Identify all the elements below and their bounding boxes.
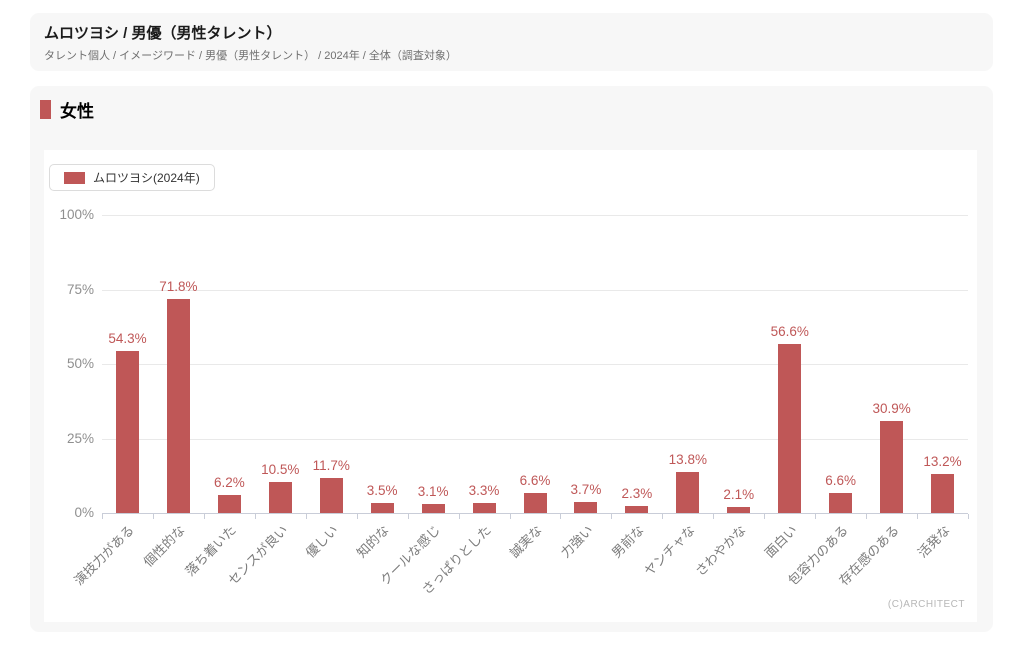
bar[interactable] bbox=[727, 506, 751, 513]
x-axis-category-label: 面白い bbox=[761, 522, 800, 561]
y-gridline bbox=[102, 364, 968, 365]
bar[interactable] bbox=[217, 494, 241, 513]
x-axis-tick bbox=[662, 514, 664, 519]
bar[interactable] bbox=[115, 351, 139, 513]
x-axis-category-label: 誠実な bbox=[506, 522, 545, 561]
x-axis-tick bbox=[815, 514, 817, 519]
x-axis-tick bbox=[866, 514, 868, 519]
section-bullet-icon bbox=[40, 100, 51, 119]
bar[interactable] bbox=[370, 502, 394, 513]
y-axis-tick-label: 75% bbox=[66, 281, 94, 297]
section-header: 女性 bbox=[40, 97, 94, 122]
y-axis-tick-label: 25% bbox=[66, 430, 94, 446]
bar-value-label: 6.6% bbox=[519, 473, 551, 489]
x-axis-tick bbox=[152, 514, 154, 519]
x-axis-category-label: ヤンチャな bbox=[641, 522, 698, 579]
bar[interactable] bbox=[319, 478, 343, 513]
y-gridline bbox=[102, 438, 968, 440]
x-axis-category-label: 知的な bbox=[353, 522, 393, 561]
bar-value-label: 3.1% bbox=[417, 483, 449, 499]
bar-value-label: 71.8% bbox=[159, 279, 198, 295]
bar-value-label: 13.2% bbox=[923, 453, 962, 469]
x-axis-tick bbox=[203, 514, 205, 519]
bar-value-label: 6.2% bbox=[213, 474, 245, 490]
bar-value-label: 30.9% bbox=[872, 400, 911, 416]
x-axis-category-label: 力強い bbox=[557, 522, 596, 561]
bar-value-label: 56.6% bbox=[770, 324, 809, 340]
y-axis-tick-label: 100% bbox=[59, 207, 94, 222]
page-header-card: ムロツヨシ / 男優（男性タレント） タレント個人 / イメージワード / 男優… bbox=[30, 13, 993, 71]
x-axis-category-label: 個性的な bbox=[140, 522, 189, 570]
x-axis-category-label: 男前な bbox=[608, 522, 647, 561]
x-axis-tick bbox=[560, 514, 562, 519]
bar[interactable] bbox=[676, 471, 700, 513]
x-axis-tick bbox=[509, 514, 511, 519]
bar[interactable] bbox=[166, 299, 190, 513]
x-axis-tick bbox=[968, 514, 969, 519]
bar-value-label: 10.5% bbox=[261, 461, 300, 477]
y-axis-tick-label: 50% bbox=[66, 356, 94, 371]
bar[interactable] bbox=[625, 506, 649, 513]
legend-item[interactable]: ムロツヨシ(2024年) bbox=[49, 164, 215, 191]
legend-label: ムロツヨシ(2024年) bbox=[93, 171, 200, 185]
bar[interactable] bbox=[778, 344, 802, 513]
x-axis-tick bbox=[458, 514, 460, 519]
x-axis-tick bbox=[407, 514, 409, 519]
bar-value-label: 2.1% bbox=[723, 486, 755, 502]
legend-swatch-icon bbox=[64, 171, 85, 184]
x-axis-category-label: 優しい bbox=[302, 522, 342, 561]
bar-value-label: 6.6% bbox=[825, 473, 857, 489]
breadcrumb: タレント個人 / イメージワード / 男優（男性タレント） / 2024年 / … bbox=[44, 50, 457, 62]
y-gridline bbox=[102, 215, 968, 216]
x-axis-category-label: 活発な bbox=[914, 522, 953, 561]
bar-value-label: 54.3% bbox=[108, 331, 147, 347]
bar-value-label: 11.7% bbox=[312, 458, 350, 474]
bar[interactable] bbox=[268, 481, 292, 513]
x-axis-tick bbox=[713, 514, 715, 519]
bar-value-label: 3.5% bbox=[366, 482, 398, 498]
bar-value-label: 2.3% bbox=[621, 486, 653, 502]
x-axis-tick bbox=[305, 514, 307, 519]
y-gridline bbox=[102, 289, 968, 291]
bar[interactable] bbox=[880, 420, 904, 513]
x-axis-category-label: 演技力がある bbox=[71, 522, 138, 589]
x-axis-tick bbox=[102, 514, 103, 519]
bar[interactable] bbox=[421, 503, 445, 513]
bar[interactable] bbox=[574, 501, 598, 513]
bar[interactable] bbox=[829, 493, 853, 513]
copyright-note: (C)ARCHITECT bbox=[887, 599, 965, 610]
bar[interactable] bbox=[472, 503, 496, 513]
bar-value-label: 13.8% bbox=[668, 451, 707, 467]
page-title: ムロツヨシ / 男優（男性タレント） bbox=[44, 25, 282, 42]
y-axis-tick-label: 0% bbox=[74, 505, 94, 520]
chart-panel: 100% 75% 50% 25% 0% 54.3% 演技力がある 71.8% 個性的な 6.2% 落… bbox=[44, 150, 977, 622]
x-axis-tick bbox=[611, 514, 613, 519]
plot-area: 100% 75% 50% 25% 0% 54.3% 演技力がある 71.8% 個性的な 6.2% 落… bbox=[44, 150, 977, 622]
chart-card: 女性 100% 75% 50% 25% 0% 54.3% 演技力がある 71.8% 個性的な 6.… bbox=[30, 86, 993, 632]
bar-value-label: 3.3% bbox=[468, 483, 500, 499]
x-axis-line bbox=[102, 513, 968, 514]
section-title: 女性 bbox=[60, 102, 94, 121]
bar-value-label: 3.7% bbox=[570, 481, 602, 497]
x-axis-tick bbox=[917, 514, 919, 519]
x-axis-tick bbox=[764, 514, 766, 519]
bar[interactable] bbox=[523, 493, 547, 513]
bar[interactable] bbox=[931, 473, 955, 513]
x-axis-tick bbox=[254, 514, 256, 519]
x-axis-tick bbox=[356, 514, 358, 519]
x-axis-category-label: さわやかな bbox=[692, 522, 749, 579]
